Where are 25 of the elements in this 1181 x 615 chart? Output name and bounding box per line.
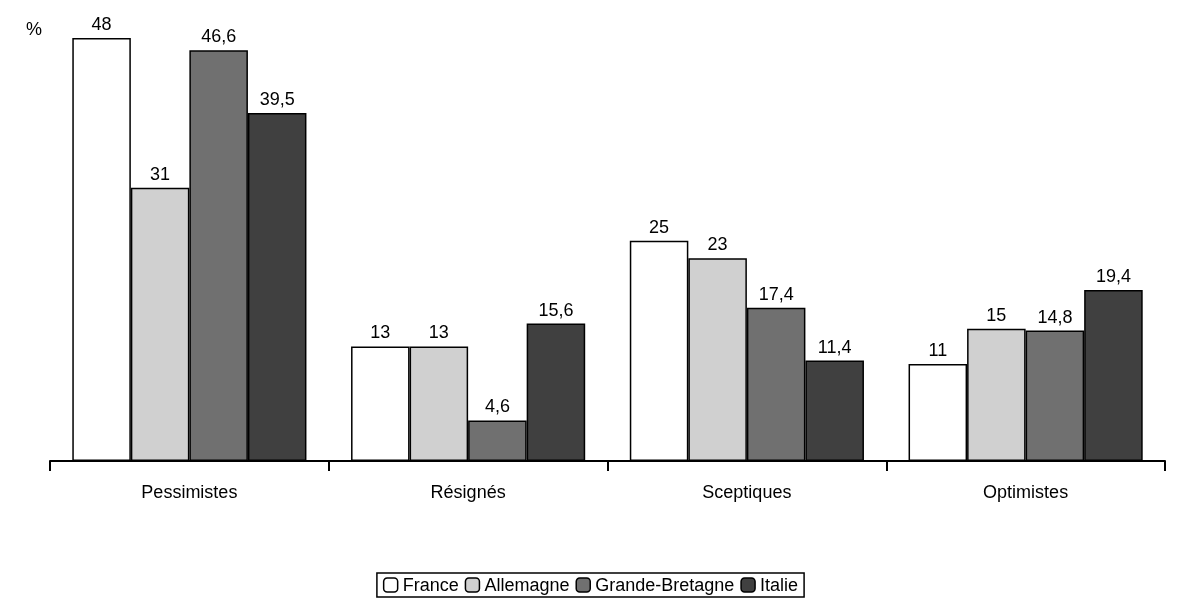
data-label: 13 xyxy=(428,322,449,343)
data-label: 48 xyxy=(91,14,112,34)
data-label: 4,6 xyxy=(484,396,510,417)
legend-label: Grande-Bretagne xyxy=(595,575,735,595)
y-axis-title: % xyxy=(26,19,43,39)
x-tick-label: Sceptiques xyxy=(702,482,792,502)
data-label: 11,4 xyxy=(817,336,852,357)
legend-label: Italie xyxy=(760,575,799,595)
data-label: 15,6 xyxy=(538,299,574,320)
data-label: 39,5 xyxy=(259,88,295,109)
data-label: 31 xyxy=(150,163,171,184)
data-label: 13 xyxy=(370,322,391,343)
data-label: 23 xyxy=(707,234,728,255)
data-label: 46,6 xyxy=(201,26,237,47)
x-tick-label: Résignés xyxy=(430,482,506,502)
data-label: 25 xyxy=(649,216,670,237)
x-tick-label: Pessimistes xyxy=(141,482,238,502)
data-label: 19,4 xyxy=(1095,266,1131,287)
legend-label: Allemagne xyxy=(484,575,570,595)
data-label: 15 xyxy=(986,304,1007,325)
data-label: 17,4 xyxy=(758,283,794,304)
x-tick-label: Optimistes xyxy=(983,482,1069,502)
legend-label: France xyxy=(402,575,459,595)
data-label: 14,8 xyxy=(1037,306,1073,327)
data-label: 11 xyxy=(928,340,948,361)
